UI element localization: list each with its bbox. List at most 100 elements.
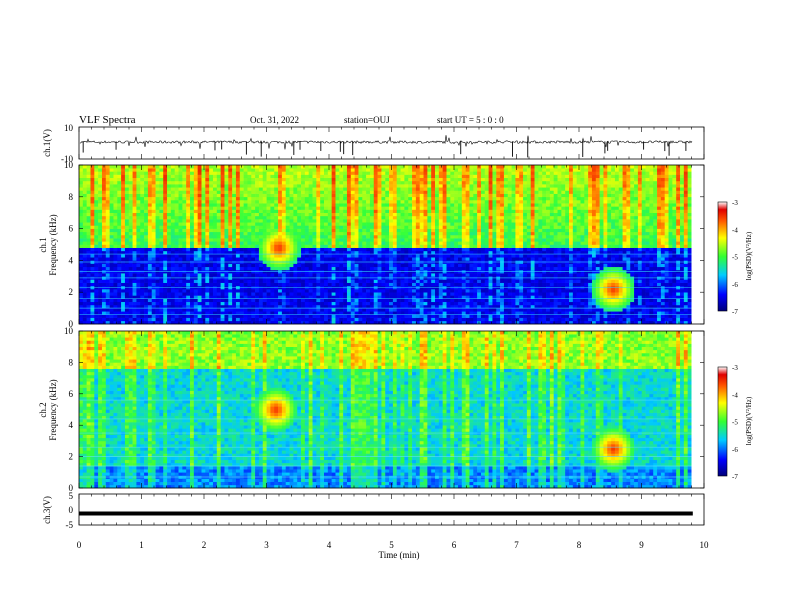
spectrogram-cell	[262, 180, 267, 185]
spectrogram-cell	[408, 225, 413, 229]
spectrogram-cell	[258, 171, 264, 175]
spectrogram-cell	[186, 257, 191, 261]
spectrogram-cell	[255, 215, 260, 220]
spectrogram-cell	[369, 193, 375, 198]
spectrogram-cell	[98, 254, 103, 258]
spectrogram-cell	[301, 193, 306, 198]
spectrogram-cell	[174, 279, 179, 283]
spectrogram-cell	[144, 199, 149, 204]
spectrogram-cell	[190, 174, 195, 179]
spectrogram-cell	[136, 247, 141, 252]
spectrogram-cell	[124, 180, 130, 185]
spectrogram-cell	[435, 292, 440, 296]
spectrogram-cell	[339, 279, 344, 283]
spectrogram-cell	[304, 174, 309, 179]
spectrogram-cell	[346, 222, 352, 226]
spectrogram-cell	[98, 298, 103, 303]
spectrogram-cell	[366, 292, 371, 296]
spectrogram-cell	[113, 250, 118, 255]
spectrogram-cell	[324, 250, 329, 255]
spectrogram-cell	[105, 219, 110, 223]
spectrogram-cell	[201, 209, 206, 213]
spectrogram-cell	[354, 304, 359, 309]
spectrogram-cell	[243, 273, 248, 277]
spectrogram-cell	[82, 279, 87, 283]
spectrogram-cell	[182, 308, 187, 312]
spectrogram-cell	[281, 292, 287, 296]
spectrogram-cell	[109, 228, 114, 233]
spectrogram-cell	[82, 199, 87, 204]
spectrogram-cell	[297, 273, 302, 277]
ch1-waveform-panel: 10 -10 ch.1(V)	[42, 123, 705, 164]
spectrogram-cell	[121, 250, 126, 255]
spectrogram-cell	[308, 317, 313, 322]
spectrogram-cell	[132, 320, 137, 325]
spectrogram-cell	[205, 225, 210, 229]
spectrogram-cell	[178, 196, 183, 201]
spectrogram-cell	[220, 187, 225, 191]
spectrogram-cell	[94, 222, 99, 226]
spectrogram-cell	[109, 311, 114, 315]
spectrogram-cell	[159, 250, 164, 255]
spectrogram-cell	[381, 314, 386, 318]
spectrogram-cell	[373, 180, 378, 185]
spectrogram-cell	[431, 203, 436, 207]
spectrogram-cell	[128, 203, 133, 207]
spectrogram-cell	[335, 193, 340, 198]
spectrogram-cell	[167, 212, 172, 217]
spectrogram-cell	[239, 180, 244, 185]
spectrogram-cell	[297, 228, 302, 233]
spectrogram-cell	[151, 168, 156, 172]
spectrogram-cell	[86, 219, 91, 223]
spectrogram-cell	[163, 165, 168, 169]
spectrogram-cell	[419, 203, 424, 207]
spectrogram-cell	[308, 203, 313, 207]
spectrogram-cell	[147, 304, 153, 309]
spectrogram-cell	[281, 199, 287, 204]
spectrogram-cell	[212, 250, 218, 255]
spectrogram-cell	[86, 301, 91, 306]
spectrogram-cell	[431, 209, 436, 213]
spectrogram-cell	[427, 180, 432, 185]
spectrogram-cell	[212, 225, 218, 229]
spectrogram-cell	[258, 222, 264, 226]
spectrogram-cell	[132, 295, 137, 299]
spectrogram-cell	[258, 168, 264, 172]
spectrogram-cell	[446, 171, 451, 175]
spectrogram-cell	[109, 273, 114, 277]
spectrogram-cell	[446, 320, 451, 325]
spectrogram-cell	[132, 250, 137, 255]
spectrogram-cell	[174, 320, 179, 325]
spectrogram-cell	[369, 317, 375, 322]
spectrogram-cell	[251, 241, 256, 245]
spectrogram-cell	[281, 311, 287, 315]
spectrogram-cell	[216, 317, 221, 322]
spectrogram-cell	[431, 295, 436, 299]
spectrogram-cell	[147, 225, 153, 229]
spectrogram-cell	[262, 295, 267, 299]
spectrogram-cell	[339, 282, 344, 287]
spectrogram-cell	[346, 250, 352, 255]
spectrogram-cell	[232, 215, 237, 220]
spectrogram-cell	[377, 228, 382, 233]
spectrogram-cell	[209, 177, 214, 182]
spectrogram-cell	[193, 241, 198, 245]
spectrogram-cell	[331, 317, 336, 322]
spectrogram-cell	[278, 234, 283, 239]
spectrogram-cell	[121, 228, 126, 233]
spectrogram-cell	[350, 225, 355, 229]
spectrogram-cell	[400, 282, 405, 287]
spectrogram-cell	[335, 257, 340, 261]
spectrogram-cell	[262, 289, 267, 293]
spectrogram-cell	[209, 231, 214, 236]
spectrogram-cell	[392, 209, 398, 213]
spectrogram-cell	[98, 320, 103, 325]
spectrogram-cell	[262, 247, 267, 252]
spectrogram-cell	[369, 250, 375, 255]
spectrogram-cell	[389, 304, 394, 309]
spectrogram-cell	[400, 257, 405, 261]
spectrogram-cell	[431, 282, 436, 287]
spectrogram-cell	[163, 174, 168, 179]
spectrogram-cell	[324, 241, 329, 245]
spectrogram-cell	[412, 298, 417, 303]
